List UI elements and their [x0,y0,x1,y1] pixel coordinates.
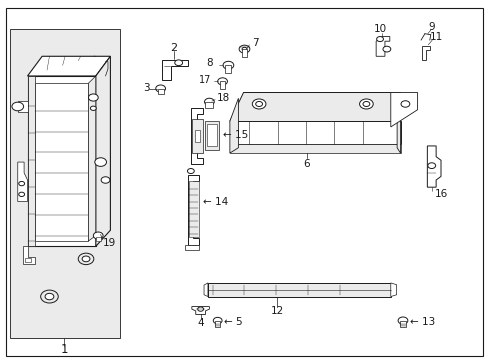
Polygon shape [96,56,110,246]
Circle shape [82,256,90,262]
Circle shape [174,60,182,66]
Polygon shape [88,76,96,241]
Bar [96,237,101,241]
Circle shape [19,192,24,197]
Polygon shape [229,93,400,144]
Circle shape [197,307,203,311]
Circle shape [45,293,54,300]
Bar [27,76,96,246]
Polygon shape [18,162,27,202]
Polygon shape [229,98,238,153]
Bar [25,258,31,262]
Circle shape [400,101,409,107]
Circle shape [12,102,23,111]
Circle shape [359,99,372,109]
Polygon shape [27,56,110,76]
Polygon shape [396,95,400,153]
Polygon shape [390,93,417,127]
Circle shape [90,106,96,111]
Text: 11: 11 [429,32,442,41]
Text: 4: 4 [197,319,203,328]
Polygon shape [191,307,209,315]
Bar [158,89,163,94]
Text: 17: 17 [199,75,211,85]
Circle shape [19,181,24,186]
Polygon shape [229,144,400,153]
Polygon shape [18,101,27,112]
Text: 12: 12 [270,306,284,316]
Circle shape [156,85,165,92]
Polygon shape [422,45,429,60]
Circle shape [239,45,249,53]
Circle shape [213,318,222,324]
Text: 2: 2 [170,43,177,53]
Bar [188,181,198,237]
Text: 18: 18 [216,93,229,103]
Circle shape [382,46,390,52]
Polygon shape [188,175,199,244]
Circle shape [397,317,407,324]
Text: 16: 16 [434,189,447,199]
Circle shape [93,232,103,239]
Polygon shape [27,76,35,246]
Polygon shape [427,146,440,187]
Bar [220,81,224,89]
Bar [206,125,216,146]
Circle shape [252,99,265,109]
Bar [225,65,231,73]
Polygon shape [184,244,199,250]
Text: ← 14: ← 14 [203,197,228,207]
Polygon shape [229,121,400,144]
Text: 8: 8 [206,58,213,68]
Circle shape [217,78,227,85]
Circle shape [223,61,233,69]
Text: 6: 6 [303,159,309,169]
Polygon shape [22,246,35,264]
Bar [241,49,247,57]
Text: 19: 19 [103,238,116,248]
Polygon shape [207,283,390,297]
Text: 10: 10 [373,24,386,35]
Circle shape [78,253,94,265]
Bar [35,83,88,241]
Text: ← 15: ← 15 [222,130,247,140]
Bar [194,130,199,142]
Circle shape [101,177,110,183]
Circle shape [255,102,262,107]
Polygon shape [375,37,389,56]
Polygon shape [390,283,396,297]
Polygon shape [190,108,203,164]
Text: 1: 1 [60,343,68,356]
Text: 7: 7 [251,38,258,48]
Circle shape [88,94,98,101]
Circle shape [204,98,214,105]
Bar [399,320,405,327]
Polygon shape [203,283,207,297]
Text: ← 5: ← 5 [223,318,242,327]
Polygon shape [10,30,120,338]
Circle shape [95,158,106,166]
Bar [215,320,220,327]
Text: ← 13: ← 13 [409,317,435,327]
Circle shape [187,168,194,174]
Circle shape [242,47,246,51]
Text: 3: 3 [143,83,149,93]
Bar [191,119,202,153]
Circle shape [362,102,369,107]
Circle shape [41,290,58,303]
Circle shape [427,163,435,168]
Polygon shape [205,121,219,149]
Bar [205,102,213,108]
Text: 9: 9 [427,22,434,32]
Circle shape [376,37,383,41]
Polygon shape [161,60,188,80]
